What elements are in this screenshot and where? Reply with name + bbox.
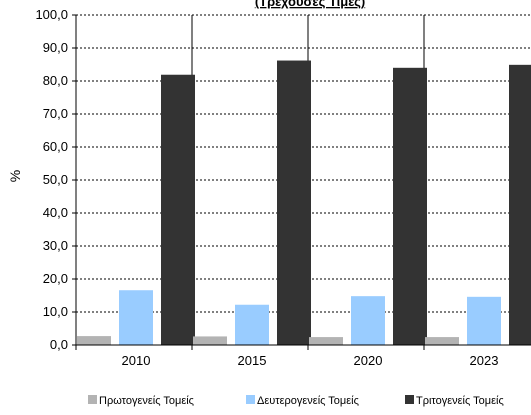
bar-2020-series-1	[351, 296, 385, 345]
bar-2023-series-0	[425, 337, 459, 345]
legend-label: Πρωτογενείς Τομείς	[99, 395, 194, 407]
y-tick-label: 70,0	[43, 106, 68, 121]
legend: Πρωτογενείς Τομείς Δευτερογενείς Τομείς Τρ…	[88, 395, 504, 407]
bar-2015-series-0	[193, 336, 227, 345]
chart-title: (Τρέχουσες Τιμές)	[255, 0, 365, 9]
bar-2020-series-0	[309, 337, 343, 345]
x-tick-label: 2023	[470, 353, 499, 368]
bar-2015-series-1	[235, 304, 269, 345]
x-tick-label: 2010	[122, 353, 151, 368]
y-tick-label: 60,0	[43, 139, 68, 154]
y-tick-label: 100,0	[35, 7, 68, 22]
x-tick-label: 2015	[238, 353, 267, 368]
axes: 0,0 10,0 20,0 30,0 40,0 50,0 60,0 70,0 80,0 90,0 1…	[35, 7, 531, 368]
y-tick-label: 20,0	[43, 271, 68, 286]
y-tick-label: 40,0	[43, 205, 68, 220]
y-tick-label: 90,0	[43, 40, 68, 55]
y-tick-label: 50,0	[43, 172, 68, 187]
bar-2023-series-1	[467, 296, 501, 345]
bar-2015-series-2	[277, 60, 311, 345]
y-tick-label: 80,0	[43, 73, 68, 88]
legend-swatch	[405, 395, 414, 404]
x-tick-label: 2020	[354, 353, 383, 368]
legend-label: Δευτερογενείς Τομείς	[257, 395, 359, 407]
legend-swatch	[246, 395, 255, 404]
bar-2023-series-2	[509, 64, 531, 345]
legend-label: Τριτογενείς Τομείς	[416, 395, 504, 407]
legend-swatch	[88, 395, 97, 404]
y-tick-label: 10,0	[43, 304, 68, 319]
bar-2010-series-2	[161, 74, 195, 345]
y-tick-label: 30,0	[43, 238, 68, 253]
bar-2010-series-1	[119, 290, 153, 345]
bar-2010-series-0	[77, 336, 111, 345]
y-tick-label: 0,0	[50, 337, 68, 352]
y-axis-label: %	[7, 170, 23, 182]
bar-2020-series-2	[393, 67, 427, 346]
bars	[77, 60, 531, 346]
